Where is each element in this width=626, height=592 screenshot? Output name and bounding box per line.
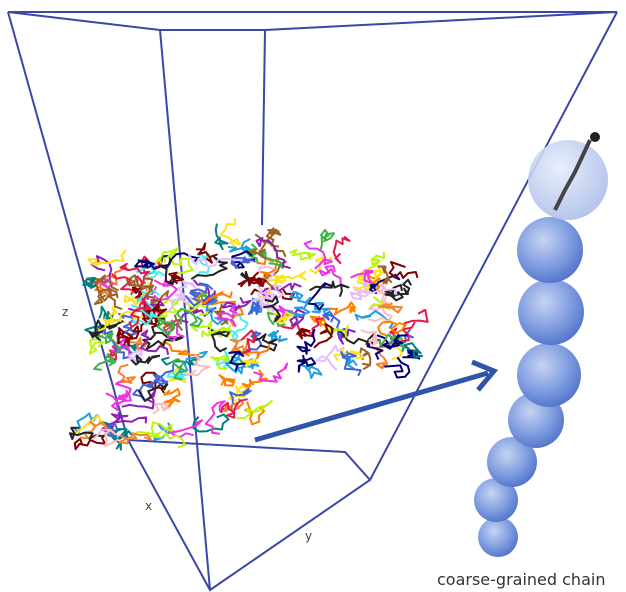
polymer-strand [269,331,287,341]
polymer-strand [223,297,251,310]
polymer-strand [314,324,333,348]
polymer-strand [116,381,131,401]
polymer-strand [334,237,350,264]
polymer-strand [290,292,310,309]
arrow [255,362,494,440]
polymer-strand [317,345,344,370]
axis-label: x [145,499,152,513]
polymer-strand [360,348,370,369]
polymer-strand [117,365,135,383]
polymer-strand [235,343,269,358]
polymer-strand [290,250,316,260]
polymer-strand [384,357,409,377]
caption: coarse-grained chain [437,570,605,589]
axis-label: z [62,305,68,319]
polymer-strand [404,310,428,330]
polymer-strand [390,262,418,278]
axis-label: y [305,529,312,543]
polymer-strand [135,260,154,268]
polymer-strand [74,413,98,432]
polymer-tangle [70,219,428,450]
polymer-strand [165,389,180,407]
polymer-strand [208,328,230,352]
polymer-strand [147,433,185,448]
polymer-strand [329,302,355,314]
polymer-strand [249,302,260,314]
polymer-strand [112,414,146,423]
polymer-strand [219,375,234,385]
polymer-strand [341,352,361,376]
coarse-grained-chain [474,132,608,557]
polymer-strand [321,230,335,250]
polymer-strand [319,266,341,284]
polymer-strand [386,285,403,300]
illustration: z x y coarse-grained chain [0,0,626,592]
polymer-strand [368,252,384,272]
